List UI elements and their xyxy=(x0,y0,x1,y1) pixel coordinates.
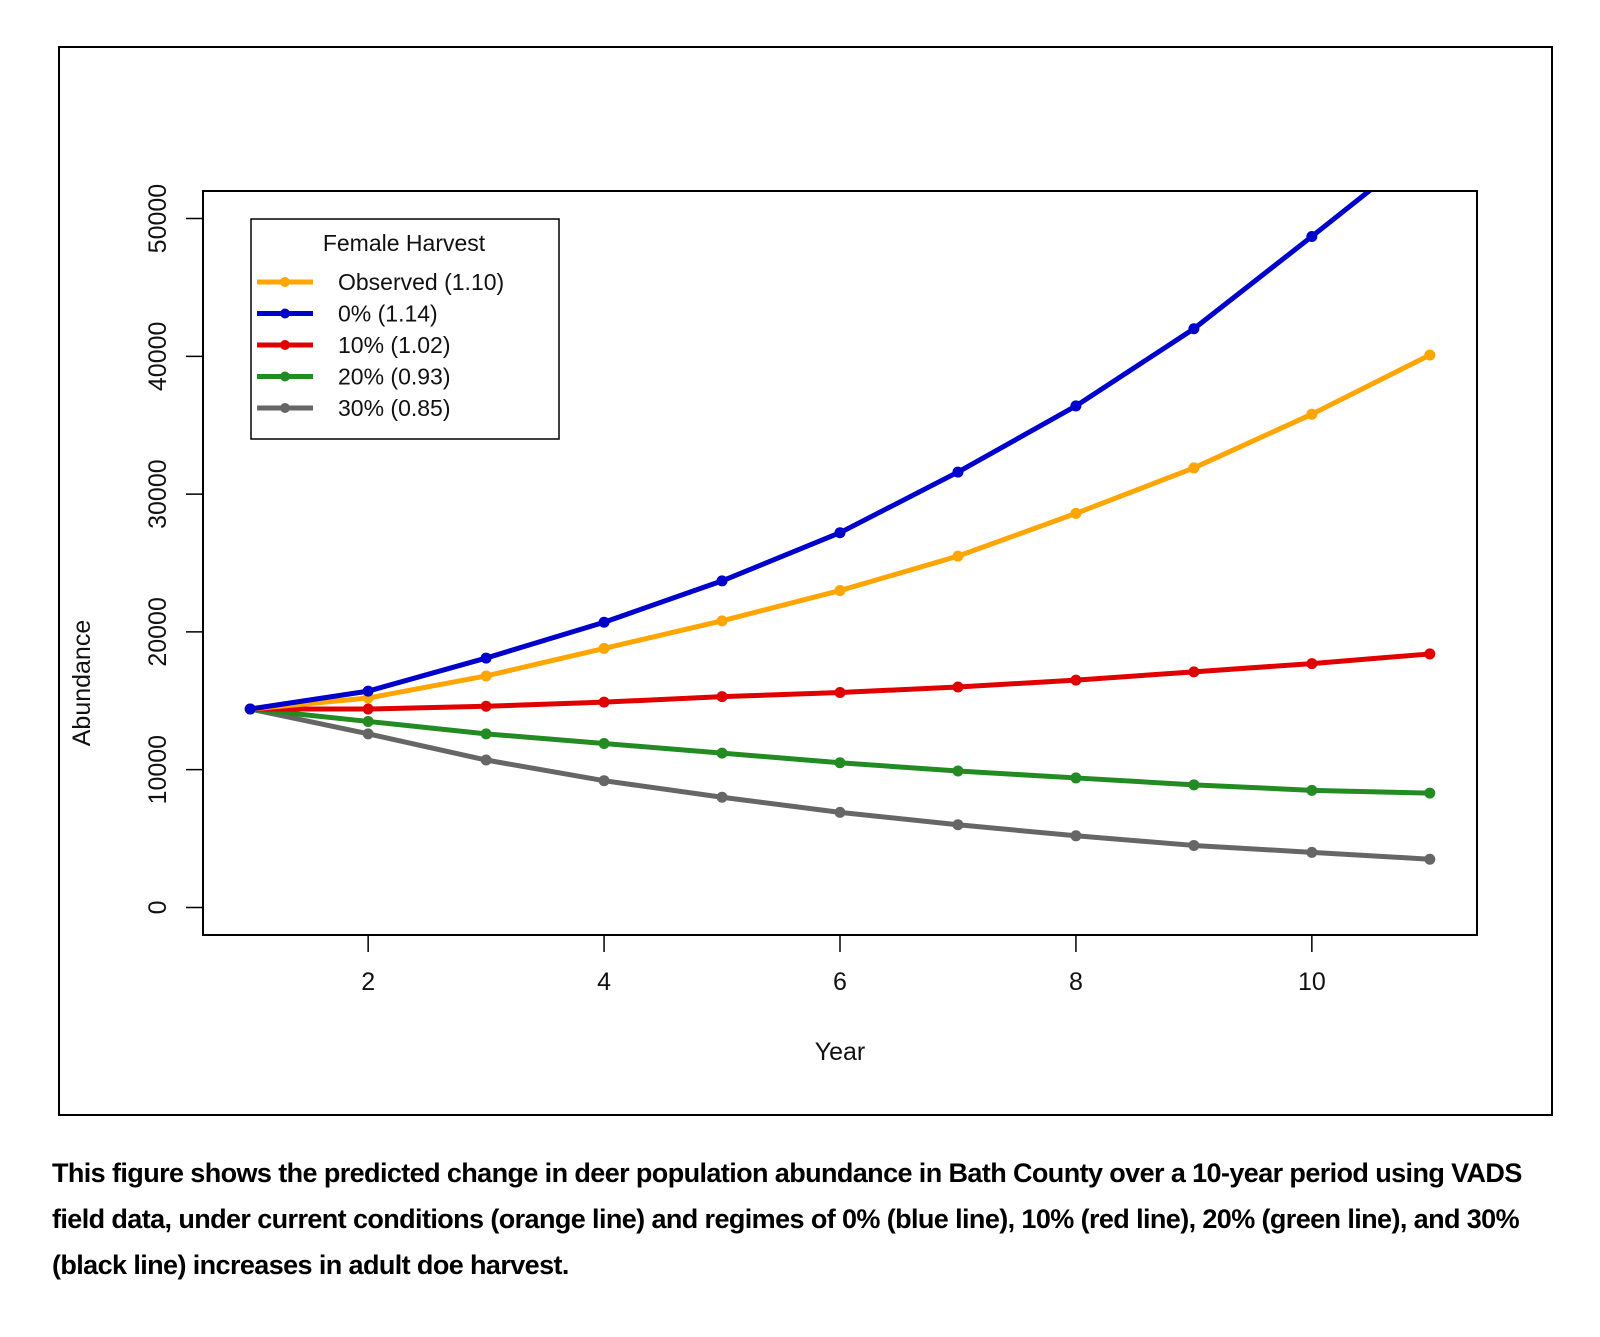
data-point xyxy=(1070,830,1082,842)
legend-item: Observed (1.10) xyxy=(257,269,504,295)
series-line xyxy=(250,651,1431,712)
x-tick-label: 8 xyxy=(1069,968,1083,996)
data-point xyxy=(1306,658,1318,670)
data-point xyxy=(1306,230,1318,242)
data-point xyxy=(1070,400,1082,412)
data-point xyxy=(952,819,964,831)
data-point xyxy=(362,703,374,715)
data-point xyxy=(598,616,610,628)
data-point xyxy=(1424,787,1436,799)
abundance-line-chart: 2 4 6 8 10 0 10000 20000 30000 40000 50000 Year A… xyxy=(68,137,1478,1066)
data-point xyxy=(1070,507,1082,519)
legend-item: 30% (0.85) xyxy=(257,395,451,421)
y-tick-label: 40000 xyxy=(144,322,172,392)
data-point xyxy=(1424,648,1436,660)
data-point xyxy=(598,696,610,708)
legend-point-swatch xyxy=(280,277,290,287)
data-point xyxy=(598,775,610,787)
legend-label: 20% (0.93) xyxy=(338,364,451,390)
data-point xyxy=(952,765,964,777)
figure-caption: This figure shows the predicted change i… xyxy=(52,1158,1522,1280)
x-tick-label: 10 xyxy=(1298,968,1326,996)
y-tick-label: 20000 xyxy=(144,597,172,667)
series-4 xyxy=(244,703,1436,865)
data-point xyxy=(480,700,492,712)
data-point xyxy=(1188,839,1200,851)
legend-box xyxy=(250,218,560,440)
data-point xyxy=(362,685,374,697)
legend-point-swatch xyxy=(280,403,290,413)
data-point xyxy=(1188,779,1200,791)
legend-items: Observed (1.10) 0% (1.14) 10% (1.02) 20% (0… xyxy=(257,269,504,421)
legend-item: 20% (0.93) xyxy=(257,364,451,390)
legend-point-swatch xyxy=(280,340,290,350)
x-tick-label: 4 xyxy=(597,968,611,996)
data-point xyxy=(1424,349,1436,361)
data-point xyxy=(1188,462,1200,474)
series-line xyxy=(249,706,1430,862)
data-point xyxy=(1070,674,1082,686)
legend-point-swatch xyxy=(280,371,290,382)
legend-item: 0% (1.14) xyxy=(257,301,438,327)
x-axis: 2 4 6 8 10 xyxy=(361,935,1326,996)
y-tick-label: 0 xyxy=(144,900,172,914)
series-3 xyxy=(244,703,1436,799)
data-point xyxy=(952,550,964,562)
legend-point-swatch xyxy=(280,308,290,319)
data-point xyxy=(598,642,610,654)
y-tick-label: 50000 xyxy=(144,184,172,254)
data-point xyxy=(1188,666,1200,678)
y-tick-label: 10000 xyxy=(144,735,172,805)
data-point xyxy=(716,691,728,703)
data-point xyxy=(716,615,728,627)
legend-label: 10% (1.02) xyxy=(338,332,451,358)
data-point xyxy=(834,585,846,597)
series-1 xyxy=(244,137,1435,715)
x-axis-label: Year xyxy=(815,1038,866,1066)
data-point xyxy=(480,754,492,766)
data-point xyxy=(1424,853,1436,865)
data-point xyxy=(1424,137,1435,148)
x-tick-label: 2 xyxy=(361,968,375,996)
data-point xyxy=(834,687,846,699)
data-point xyxy=(1070,772,1082,784)
data-point xyxy=(480,652,492,664)
data-point xyxy=(952,681,964,693)
series-line xyxy=(249,706,1430,796)
data-point xyxy=(598,737,610,749)
data-point xyxy=(834,757,846,769)
legend-label: Observed (1.10) xyxy=(338,269,504,295)
legend-title: Female Harvest xyxy=(323,230,486,256)
data-point xyxy=(1306,784,1318,796)
legend: Female Harvest Observed (1.10) 0% (1.14) 1… xyxy=(250,218,560,440)
data-point xyxy=(716,791,728,803)
legend-item: 10% (1.02) xyxy=(257,332,451,358)
y-axis-label: Abundance xyxy=(68,620,96,747)
data-point xyxy=(834,527,846,539)
series-2 xyxy=(244,648,1436,715)
legend-label: 0% (1.14) xyxy=(338,301,438,327)
data-point xyxy=(244,703,256,715)
data-point xyxy=(362,715,374,727)
data-point xyxy=(1306,846,1318,858)
series-layer xyxy=(244,137,1436,865)
data-point xyxy=(480,728,492,740)
legend-label: 30% (0.85) xyxy=(338,395,451,421)
data-point xyxy=(362,728,374,740)
data-point xyxy=(952,466,964,478)
data-point xyxy=(716,575,728,587)
y-tick-label: 30000 xyxy=(144,459,172,529)
y-axis: 0 10000 20000 30000 40000 50000 xyxy=(144,184,203,914)
data-point xyxy=(1306,408,1318,420)
data-point xyxy=(834,806,846,818)
data-point xyxy=(716,747,728,759)
data-point xyxy=(1188,323,1200,335)
data-point xyxy=(480,670,492,682)
x-tick-label: 6 xyxy=(833,968,847,996)
